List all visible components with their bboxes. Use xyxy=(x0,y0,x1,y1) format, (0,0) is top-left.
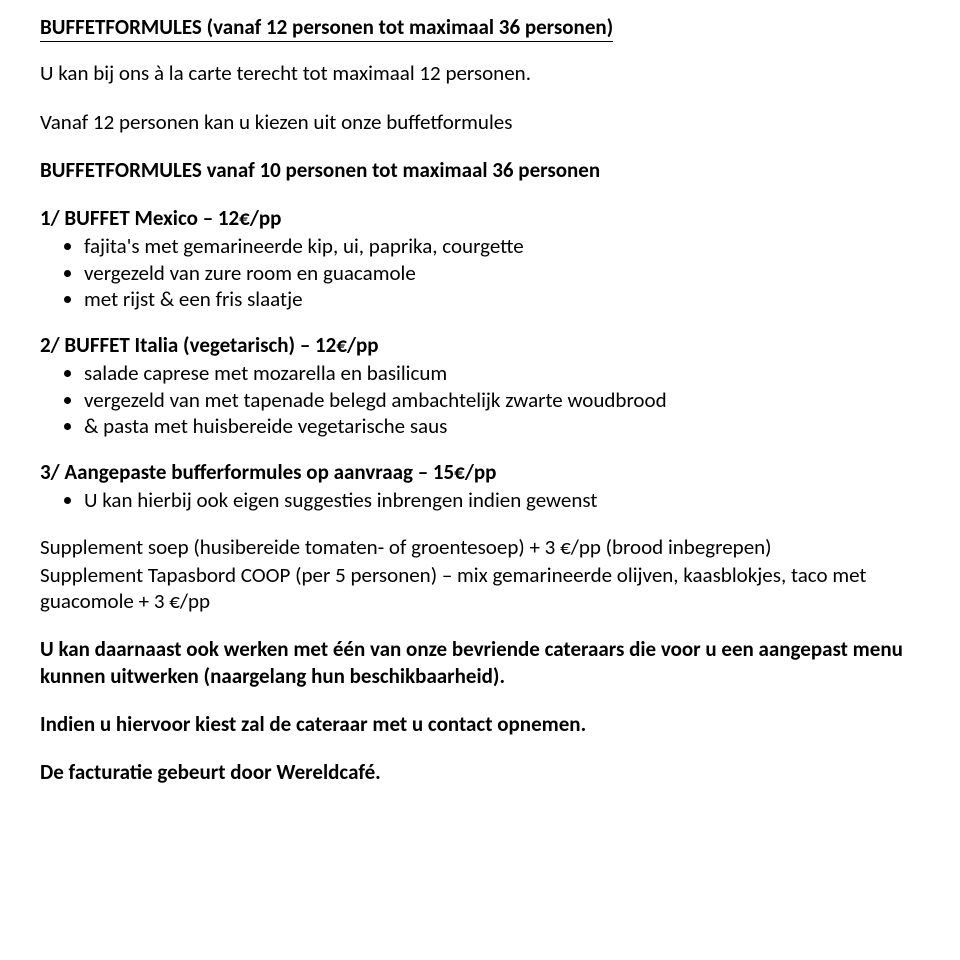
buffet-2-list: salade caprese met mozarella en basilicu… xyxy=(40,360,920,439)
document-page: BUFFETFORMULES (vanaf 12 personen tot ma… xyxy=(0,0,960,827)
supplement-2: Supplement Tapasbord COOP (per 5 persone… xyxy=(40,562,920,615)
buffet-1-title: 1/ BUFFET Mexico – 12€/pp xyxy=(40,205,920,231)
intro-line-2: Vanaf 12 personen kan u kiezen uit onze … xyxy=(40,109,920,135)
buffet-3-title: 3/ Aangepaste bufferformules op aanvraag… xyxy=(40,459,920,485)
buffet-3-list: U kan hierbij ook eigen suggesties inbre… xyxy=(40,487,920,513)
note-contact: Indien u hiervoor kiest zal de cateraar … xyxy=(40,711,920,737)
intro-line-1: U kan bij ons à la carte terecht tot max… xyxy=(40,60,920,86)
subheading: BUFFETFORMULES vanaf 10 personen tot max… xyxy=(40,157,920,183)
list-item: salade caprese met mozarella en basilicu… xyxy=(84,360,920,386)
list-item: vergezeld van met tapenade belegd ambach… xyxy=(84,387,920,413)
list-item: & pasta met huisbereide vegetarische sau… xyxy=(84,413,920,439)
note-caterers: U kan daarnaast ook werken met één van o… xyxy=(40,636,920,689)
list-item: U kan hierbij ook eigen suggesties inbre… xyxy=(84,487,920,513)
list-item: vergezeld van zure room en guacamole xyxy=(84,260,920,286)
buffet-2-title: 2/ BUFFET Italia (vegetarisch) – 12€/pp xyxy=(40,332,920,358)
note-invoice: De facturatie gebeurt door Wereldcafé. xyxy=(40,759,920,785)
buffet-1-list: fajita's met gemarineerde kip, ui, papri… xyxy=(40,233,920,312)
list-item: met rijst & een fris slaatje xyxy=(84,286,920,312)
page-title: BUFFETFORMULES (vanaf 12 personen tot ma… xyxy=(40,14,613,42)
supplement-1: Supplement soep (husibereide tomaten- of… xyxy=(40,534,920,560)
list-item: fajita's met gemarineerde kip, ui, papri… xyxy=(84,233,920,259)
